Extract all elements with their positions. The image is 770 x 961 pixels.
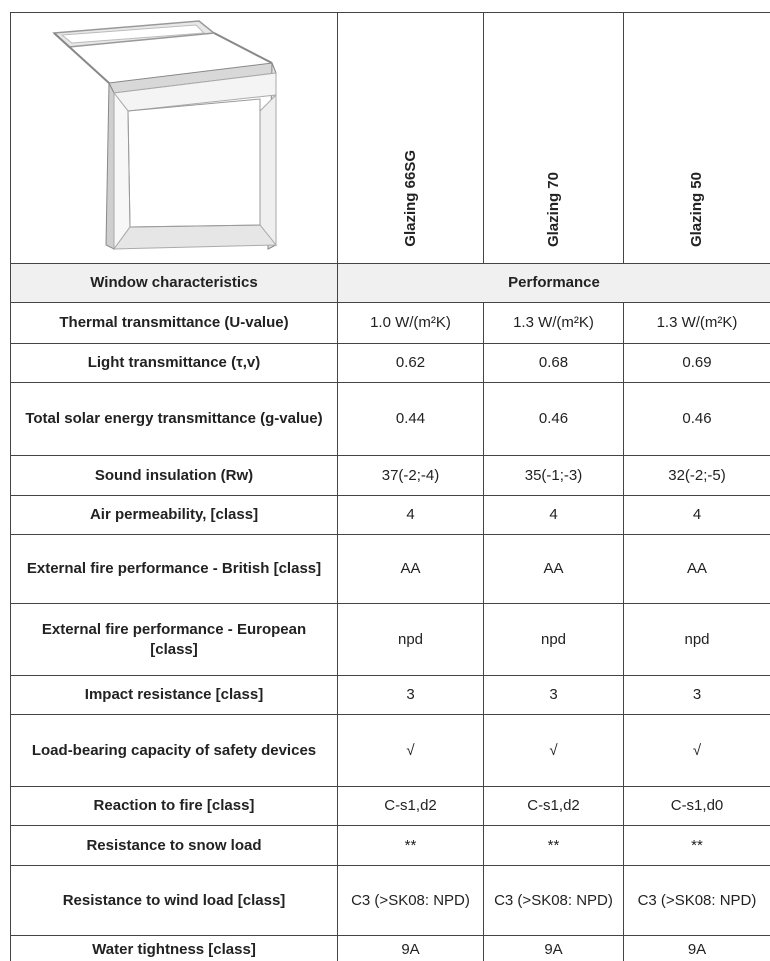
cell-value: C3 (>SK08: NPD) — [338, 866, 484, 936]
cell-value: ** — [484, 826, 624, 866]
row-label: Thermal transmittance (U-value) — [11, 303, 338, 344]
cell-value: 4 — [624, 496, 770, 535]
spec-table: Glazing 66SG Glazing 70 Glazing 50 Window … — [10, 12, 770, 961]
cell-value: 0.46 — [624, 383, 770, 456]
table-row: Resistance to wind load [class]C3 (>SK08… — [11, 866, 770, 936]
column-header: Glazing 50 — [624, 13, 770, 264]
row-label: Load-bearing capacity of safety devices — [11, 715, 338, 787]
cell-value: 4 — [484, 496, 624, 535]
product-image-cell — [11, 13, 338, 264]
cell-value: 9A — [484, 936, 624, 961]
table-row: Total solar energy transmittance (g-valu… — [11, 383, 770, 456]
table-row: Thermal transmittance (U-value)1.0 W/(m²… — [11, 303, 770, 344]
cell-value: 1.0 W/(m²K) — [338, 303, 484, 344]
row-label: Resistance to snow load — [11, 826, 338, 866]
column-header-text: Glazing 70 — [544, 172, 564, 247]
column-header: Glazing 70 — [484, 13, 624, 264]
cell-value: 4 — [338, 496, 484, 535]
cell-value: 3 — [484, 676, 624, 715]
cell-value: √ — [338, 715, 484, 787]
row-label: Air permeability, [class] — [11, 496, 338, 535]
cell-value: C3 (>SK08: NPD) — [624, 866, 770, 936]
cell-value: ** — [624, 826, 770, 866]
row-label: Reaction to fire [class] — [11, 787, 338, 826]
section-header: Performance — [338, 264, 770, 303]
cell-value: npd — [338, 604, 484, 676]
table-row: Sound insulation (Rw)37(-2;-4)35(-1;-3)3… — [11, 456, 770, 496]
cell-value: 0.69 — [624, 344, 770, 383]
section-header: Window characteristics — [11, 264, 338, 303]
cell-value: C-s1,d0 — [624, 787, 770, 826]
cell-value: √ — [624, 715, 770, 787]
cell-value: ** — [338, 826, 484, 866]
row-label: Light transmittance (τ,v) — [11, 344, 338, 383]
cell-value: 3 — [338, 676, 484, 715]
cell-value: 32(-2;-5) — [624, 456, 770, 496]
row-label: Impact resistance [class] — [11, 676, 338, 715]
cell-value: AA — [624, 535, 770, 604]
row-label: External fire performance - British [cla… — [11, 535, 338, 604]
table-row: External fire performance - European [cl… — [11, 604, 770, 676]
cell-value: √ — [484, 715, 624, 787]
cell-value: 3 — [624, 676, 770, 715]
row-label: External fire performance - European [cl… — [11, 604, 338, 676]
cell-value: 35(-1;-3) — [484, 456, 624, 496]
column-header-text: Glazing 66SG — [401, 150, 421, 247]
cell-value: 0.62 — [338, 344, 484, 383]
cell-value: 0.46 — [484, 383, 624, 456]
cell-value: npd — [484, 604, 624, 676]
row-label: Sound insulation (Rw) — [11, 456, 338, 496]
table-row: Load-bearing capacity of safety devices√… — [11, 715, 770, 787]
cell-value: C-s1,d2 — [484, 787, 624, 826]
cell-value: AA — [338, 535, 484, 604]
row-label: Water tightness [class] — [11, 936, 338, 961]
cell-value: AA — [484, 535, 624, 604]
cell-value: 0.68 — [484, 344, 624, 383]
row-label: Total solar energy transmittance (g-valu… — [11, 383, 338, 456]
row-label: Resistance to wind load [class] — [11, 866, 338, 936]
cell-value: 9A — [624, 936, 770, 961]
table-row: External fire performance - British [cla… — [11, 535, 770, 604]
page: Glazing 66SG Glazing 70 Glazing 50 Window … — [0, 0, 770, 961]
cell-value: C-s1,d2 — [338, 787, 484, 826]
cell-value: 0.44 — [338, 383, 484, 456]
column-header-text: Glazing 50 — [687, 172, 707, 247]
cell-value: 1.3 W/(m²K) — [484, 303, 624, 344]
cell-value: 37(-2;-4) — [338, 456, 484, 496]
header-row: Glazing 66SG Glazing 70 Glazing 50 — [11, 13, 770, 264]
column-header: Glazing 66SG — [338, 13, 484, 264]
table-row: Resistance to snow load****** — [11, 826, 770, 866]
cell-value: 9A — [338, 936, 484, 961]
window-image — [14, 13, 334, 257]
cell-value: npd — [624, 604, 770, 676]
cell-value: 1.3 W/(m²K) — [624, 303, 770, 344]
cell-value: C3 (>SK08: NPD) — [484, 866, 624, 936]
